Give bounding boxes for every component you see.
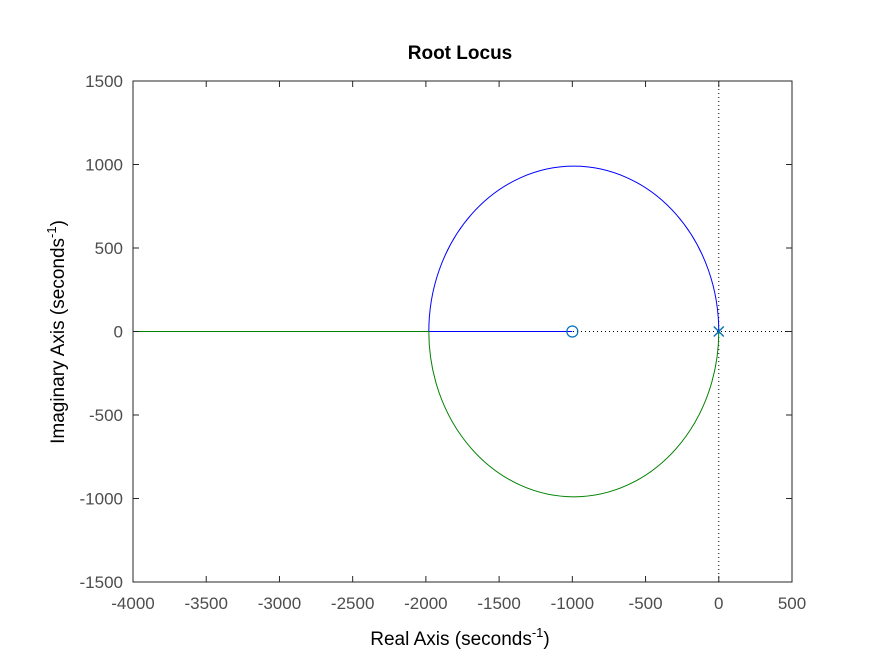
y-tick-label: 1000	[85, 156, 123, 175]
x-tick-label: -1500	[477, 594, 520, 613]
x-tick-label: -2500	[331, 594, 374, 613]
zero-marker-1	[566, 325, 579, 338]
x-axis-label: Real Axis (seconds-1)	[370, 625, 549, 650]
pole-marker-1	[713, 326, 725, 337]
x-tick-label: -3000	[258, 594, 301, 613]
x-tick-label: 500	[778, 594, 806, 613]
x-tick-label: 0	[714, 594, 723, 613]
x-tick-label: -2000	[404, 594, 447, 613]
x-tick-label: -1000	[551, 594, 594, 613]
x-tick-label: -500	[629, 594, 663, 613]
y-tick-label: 500	[95, 239, 123, 258]
y-axis-label: Imaginary Axis (seconds-1)	[44, 220, 69, 444]
x-tick-label: -3500	[184, 594, 227, 613]
chart-title: Root Locus	[408, 43, 513, 64]
locus-branch-2	[133, 331, 720, 498]
y-tick-label: -1000	[80, 490, 123, 509]
x-tick-label: -4000	[111, 594, 154, 613]
y-tick-label: 1500	[85, 72, 123, 91]
locus-branch-1	[428, 165, 720, 332]
y-tick-label: -500	[89, 406, 123, 425]
y-tick-label: 0	[114, 323, 123, 342]
y-tick-label: -1500	[80, 573, 123, 592]
